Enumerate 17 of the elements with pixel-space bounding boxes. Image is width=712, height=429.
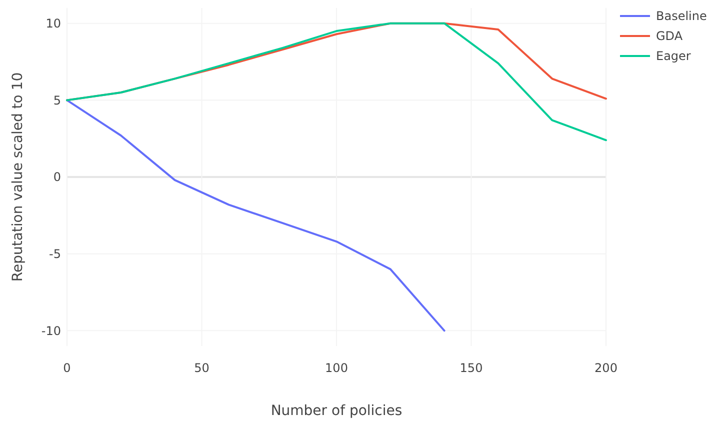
y-tick-label: -5	[49, 247, 61, 262]
y-tick-label: -10	[41, 324, 61, 338]
legend-label: GDA	[656, 29, 684, 44]
x-tick-label: 0	[63, 361, 71, 375]
line-series	[66, 22, 607, 142]
y-tick-label: 10	[46, 16, 61, 31]
y-tick-label: 0	[53, 170, 61, 184]
x-tick-label: 200	[594, 361, 618, 375]
legend-label: Baseline	[656, 9, 707, 24]
y-tick-label: 5	[53, 93, 61, 108]
legend-label: Eager	[656, 49, 691, 64]
x-axis-title: Number of policies	[270, 403, 402, 419]
x-tick-label: 100	[325, 361, 348, 375]
x-tick-label: 50	[194, 361, 210, 375]
line-series	[66, 99, 446, 332]
x-tick-label: 150	[460, 361, 483, 375]
y-axis-title: Reputation value scaled to 10	[10, 72, 26, 282]
